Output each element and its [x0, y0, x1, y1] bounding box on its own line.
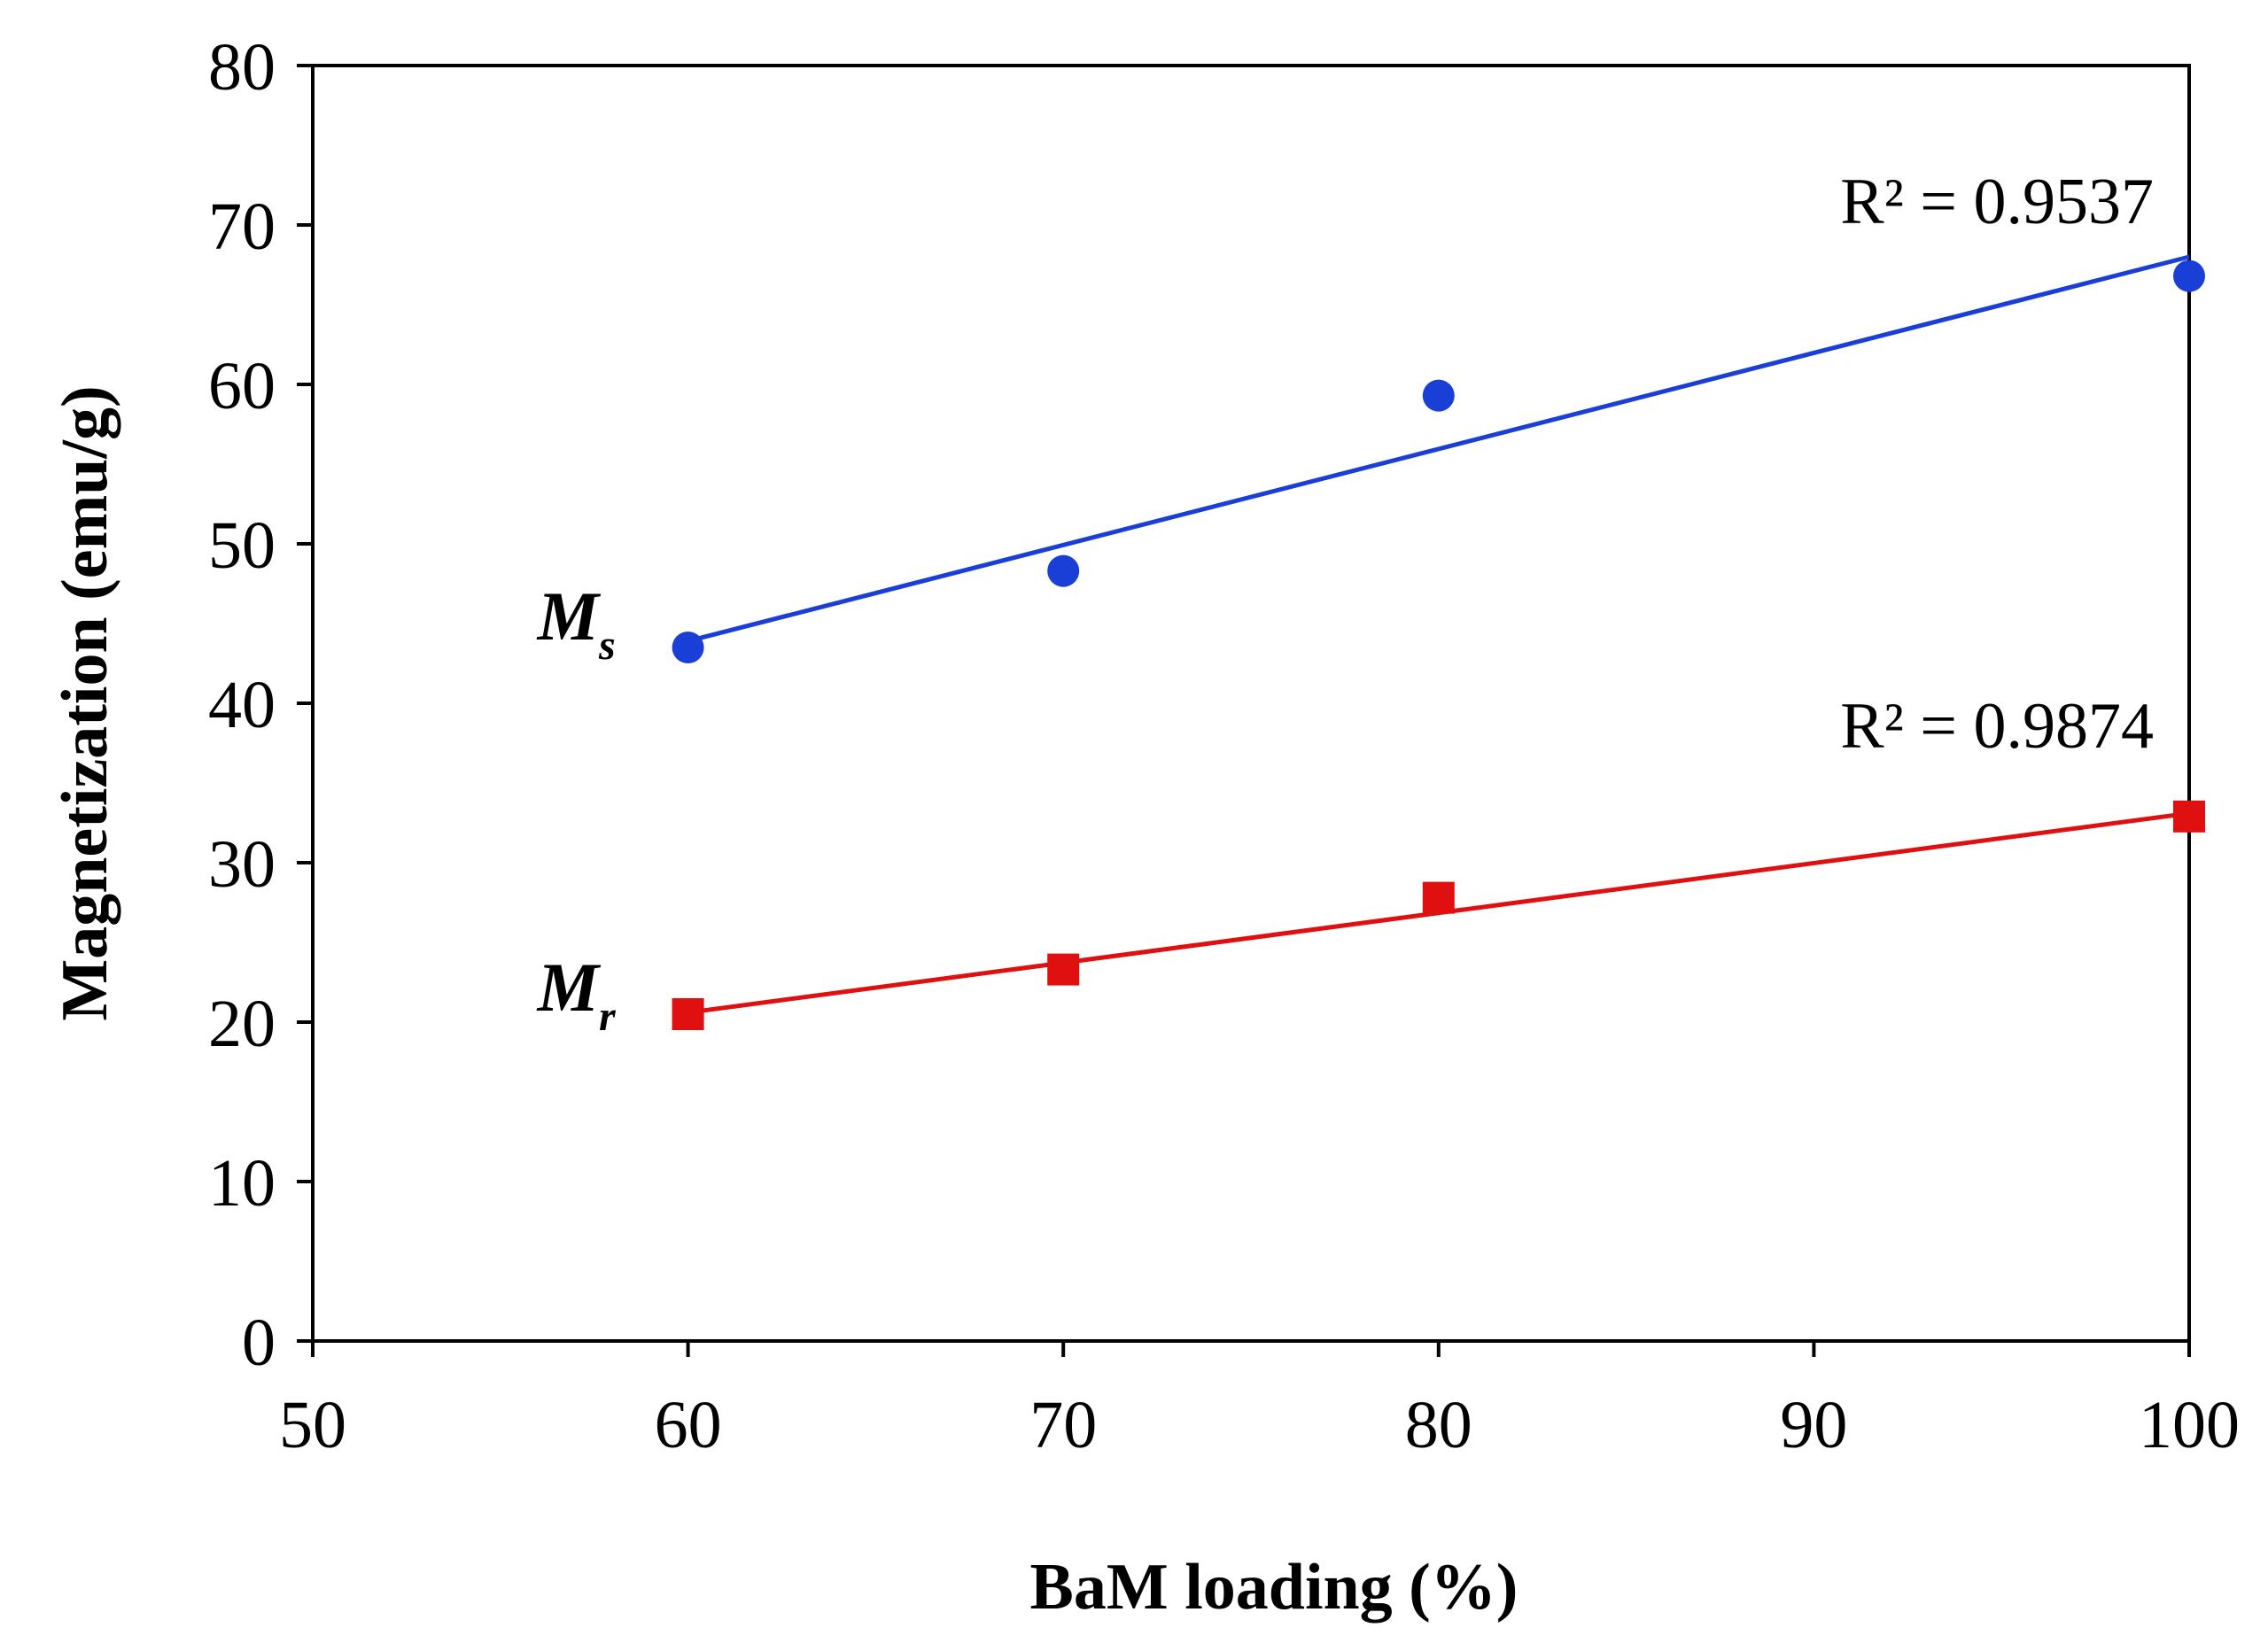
r2-label-mr: R² = 0.9874: [1840, 690, 2154, 763]
data-point-ms: [2173, 260, 2205, 292]
series-label-mr: Mr: [536, 949, 617, 1040]
y-tick-label: 70: [208, 190, 276, 264]
y-tick-label: 60: [208, 349, 276, 423]
data-point-ms: [1047, 554, 1080, 587]
trendline-ms: [687, 254, 2190, 644]
series-label-subscript: s: [598, 622, 616, 669]
y-tick-label: 50: [208, 508, 276, 583]
x-axis-ticks: 50 60 70 80 90 100: [279, 1341, 2240, 1462]
y-tick-label: 10: [208, 1146, 276, 1221]
series-label-main: M: [536, 577, 602, 655]
data-point-mr: [1047, 953, 1080, 986]
y-axis-ticks: 0 10 20 30 40 50 60 70 80: [208, 30, 313, 1380]
x-tick-label: 90: [1780, 1388, 1847, 1462]
series-ms: R² = 0.9537 Ms: [536, 166, 2205, 669]
x-axis-title: BaM loading (%): [1030, 1551, 1518, 1624]
data-point-mr: [672, 998, 704, 1030]
series-layer: R² = 0.9537 Ms R² = 0.9874 Mr: [536, 166, 2205, 1040]
y-tick-label: 0: [242, 1306, 276, 1380]
series-label-main: M: [536, 949, 602, 1026]
x-tick-label: 100: [2139, 1388, 2240, 1462]
series-label-ms: Ms: [536, 577, 616, 669]
x-tick-label: 60: [655, 1388, 722, 1462]
data-point-ms: [672, 632, 704, 663]
y-tick-label: 20: [208, 987, 276, 1061]
y-axis-title: Magnetization (emu/g): [49, 385, 121, 1020]
series-label-subscript: r: [599, 993, 617, 1040]
x-tick-label: 80: [1405, 1388, 1472, 1462]
x-tick-label: 50: [279, 1388, 346, 1462]
data-point-ms: [1422, 379, 1455, 412]
x-tick-label: 70: [1029, 1388, 1097, 1462]
y-tick-label: 40: [208, 668, 276, 742]
data-point-mr: [2173, 800, 2205, 833]
y-tick-label: 30: [208, 827, 276, 902]
r2-label-ms: R² = 0.9537: [1840, 166, 2154, 238]
series-mr: R² = 0.9874 Mr: [536, 690, 2205, 1040]
y-tick-label: 80: [208, 30, 276, 105]
data-point-mr: [1422, 881, 1455, 914]
